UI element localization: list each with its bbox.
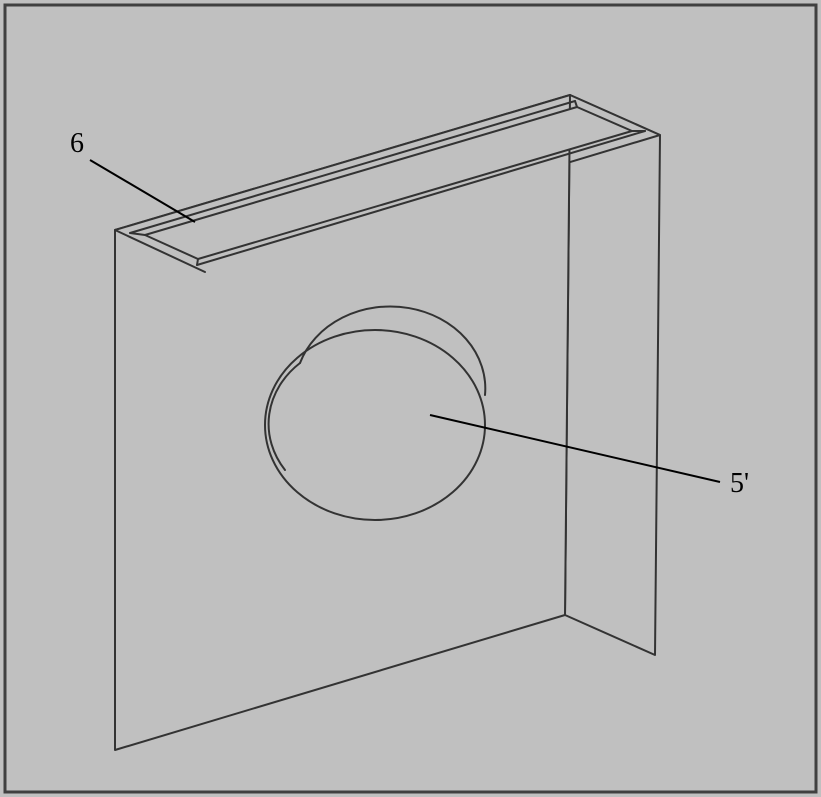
callout-5prime-label: 5' (730, 468, 749, 500)
right-face (565, 95, 660, 655)
figure-canvas: 6 5' (0, 0, 821, 797)
callout-6-label: 6 (70, 128, 84, 160)
hole-front-rim (265, 330, 485, 520)
block-solid (115, 95, 660, 750)
technical-drawing-svg (0, 0, 821, 797)
callout-6-leader (90, 160, 195, 222)
